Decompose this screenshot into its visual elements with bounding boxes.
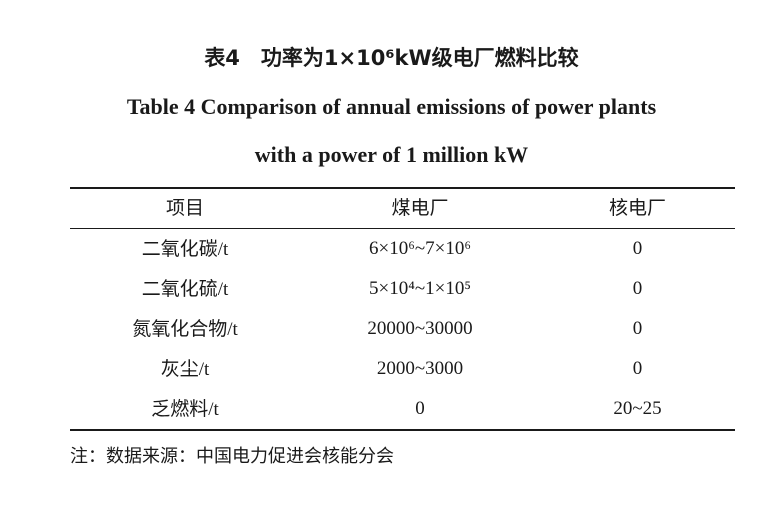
row-label: 氮氧化合物/t: [70, 309, 300, 349]
row-label-text: 二氧化硫: [141, 278, 218, 300]
table-top-rule: [70, 187, 735, 189]
row-label-unit: /t: [198, 359, 210, 380]
row-label: 二氧化硫/t: [70, 269, 300, 309]
row-coal-value: 2000~3000: [376, 358, 464, 379]
row-coal-value: 6×10⁶~7×10⁶: [369, 238, 471, 259]
row-coal-value: 20000~30000: [367, 318, 473, 339]
row-nuclear-value: 0: [632, 358, 643, 379]
table-header-row: 项目 煤电厂 核电厂: [70, 188, 735, 228]
row-nuclear-value: 20~25: [613, 398, 662, 419]
table-row: 二氧化碳/t 6×10⁶~7×10⁶ 0: [70, 229, 735, 269]
row-label: 二氧化碳/t: [70, 229, 300, 269]
row-label: 乏燃料/t: [70, 389, 300, 429]
table-row: 二氧化硫/t 5×10⁴~1×10⁵ 0: [70, 269, 735, 309]
row-label-text: 二氧化碳: [141, 238, 218, 260]
row-label-text: 氮氧化合物: [132, 318, 228, 340]
table-title-english-line2: with a power of 1 million kW: [254, 142, 529, 167]
row-nuclear-value: 0: [632, 238, 643, 259]
row-label-text: 乏燃料: [151, 398, 209, 420]
table-title-english-line1: Table 4 Comparison of annual emissions o…: [126, 94, 657, 119]
row-nuclear-value: 0: [632, 318, 643, 339]
row-label-text: 灰尘: [160, 358, 199, 380]
row-label-unit: /t: [217, 279, 229, 300]
row-label-unit: /t: [227, 319, 238, 340]
table-row: 乏燃料/t 0 20~25: [70, 389, 735, 429]
row-label-unit: /t: [217, 239, 229, 260]
table-header-rule: [70, 228, 735, 229]
row-nuclear-value: 0: [632, 278, 643, 299]
header-coal-plant: 煤电厂: [391, 197, 449, 219]
header-nuclear-plant: 核电厂: [608, 197, 666, 219]
table-row: 灰尘/t 2000~3000 0: [70, 349, 735, 389]
row-coal-value: 0: [415, 398, 425, 419]
row-coal-value: 5×10⁴~1×10⁵: [369, 278, 471, 299]
table-title-chinese: 表4 功率为1×10⁶kW级电厂燃料比较: [204, 46, 579, 70]
table-bottom-rule: [70, 429, 735, 431]
table-row: 氮氧化合物/t 20000~30000 0: [70, 309, 735, 349]
header-item: 项目: [165, 197, 204, 219]
row-label-unit: /t: [208, 399, 219, 420]
table-source-note: 注：数据来源：中国电力促进会核能分会: [70, 446, 394, 467]
row-label: 灰尘/t: [70, 349, 300, 389]
